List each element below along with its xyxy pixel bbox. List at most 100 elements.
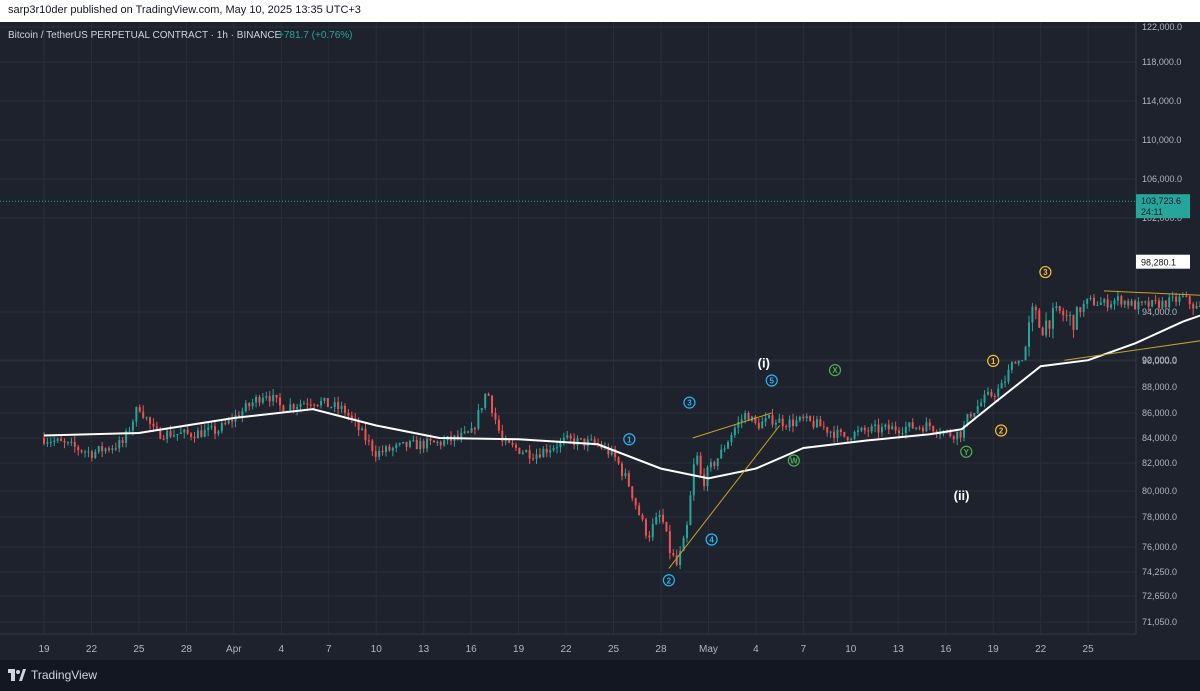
x-tick-label: 19 (513, 644, 525, 655)
x-tick-label: 7 (801, 644, 807, 655)
candle-body (850, 438, 853, 441)
candle-body (107, 448, 110, 450)
candle-body (1151, 300, 1154, 307)
candle-body (843, 431, 846, 437)
candle-body (976, 406, 979, 414)
wave-label-yellow: 2 (995, 424, 1008, 437)
candle-body (1192, 304, 1195, 309)
candle-body (1014, 362, 1017, 364)
candle-body (258, 396, 261, 403)
candle-body (665, 521, 668, 532)
wave-label-circle (987, 354, 1000, 367)
candle-body (1017, 360, 1020, 364)
candle-body (966, 414, 969, 426)
candle-body (716, 458, 719, 467)
y-tick-label: 86,000.0 (1142, 408, 1177, 418)
candle-body (231, 419, 234, 422)
candle-body (809, 416, 812, 421)
candle-body (391, 448, 394, 451)
candle-body (815, 419, 818, 428)
candle-body (798, 416, 801, 421)
candle-body (569, 435, 572, 439)
tradingview-logo[interactable]: TradingView (8, 668, 97, 682)
x-tick-label: 25 (608, 644, 620, 655)
candle-body (952, 436, 955, 440)
candle-body (764, 417, 767, 422)
candle-body (583, 438, 586, 447)
candle-body (364, 428, 367, 441)
candle-body (214, 426, 217, 434)
candle-body (737, 422, 740, 428)
wave-label-text: X (832, 366, 838, 375)
wave-label-text: 2 (667, 576, 672, 585)
candle-body (419, 441, 422, 450)
candle-body (672, 553, 675, 556)
candle-body (432, 440, 435, 443)
candle-body (166, 430, 169, 439)
candle-body (138, 407, 141, 412)
candle-body (275, 394, 278, 398)
wave-label-circle (960, 445, 973, 458)
candle-body (203, 429, 206, 437)
candle-body (155, 426, 158, 429)
wave-label-circle (765, 374, 778, 387)
candle-body (703, 474, 706, 487)
candle-body (186, 429, 189, 434)
candle-body (145, 417, 148, 419)
grid (0, 22, 1136, 634)
candle-body (179, 432, 182, 435)
candle-body (805, 416, 808, 419)
x-tick-label: 22 (1035, 644, 1047, 655)
candle-body (730, 435, 733, 443)
x-tick-label: 19 (988, 644, 1000, 655)
candle-body (224, 423, 227, 425)
candle-body (43, 438, 45, 444)
candle-body (514, 444, 517, 448)
candle-body (706, 467, 709, 487)
candle-body (778, 418, 781, 423)
moving-average-line (43, 314, 1200, 480)
wave-label-text: 1 (627, 435, 632, 444)
candle-body (484, 393, 487, 409)
y-tick-label: 122,000.0 (1142, 22, 1182, 32)
candle-body (552, 447, 555, 451)
candle-body (278, 397, 281, 406)
last-price-badge-value: 103,723.6 (1141, 196, 1181, 206)
candle-body (63, 441, 66, 443)
candle-body (70, 441, 73, 443)
candle-body (491, 395, 494, 413)
candle-body (795, 420, 798, 426)
candle-body (699, 455, 702, 475)
candle-body (535, 454, 538, 459)
candle-body (802, 416, 805, 419)
candle-body (1065, 315, 1068, 317)
candle-body (1161, 300, 1164, 308)
candle-body (73, 441, 76, 447)
chart-area[interactable]: 122,000.0 118,000.0 114,000.0 110,000.0 106,… (0, 22, 1200, 660)
candle-body (183, 429, 186, 433)
candle-body (679, 550, 682, 565)
price-chart[interactable]: 122,000.0 118,000.0 114,000.0 110,000.0 106,… (0, 22, 1200, 660)
candle-body (1048, 320, 1051, 329)
candle-body (562, 437, 565, 441)
candle-body (87, 451, 90, 453)
candle-body (337, 402, 340, 410)
publisher-line: sarp3r10der published on TradingView.com… (8, 4, 361, 16)
candle-body (853, 431, 856, 439)
candle-body (709, 462, 712, 468)
candle-body (1041, 327, 1044, 336)
candle-body (898, 430, 901, 434)
candle-body (470, 428, 473, 433)
y-tick-label: 82,000.0 (1142, 458, 1177, 468)
wave-label-cyan: 1 (623, 433, 636, 446)
candle-body (289, 404, 292, 412)
candle-body (781, 418, 784, 427)
candle-body (904, 426, 907, 434)
candle-body (316, 404, 319, 406)
candle-body (1130, 300, 1133, 306)
x-tick-label: 28 (181, 644, 193, 655)
candle-body (792, 419, 795, 426)
candle-body (733, 427, 736, 436)
candle-body (880, 426, 883, 433)
candle-body (152, 423, 155, 427)
